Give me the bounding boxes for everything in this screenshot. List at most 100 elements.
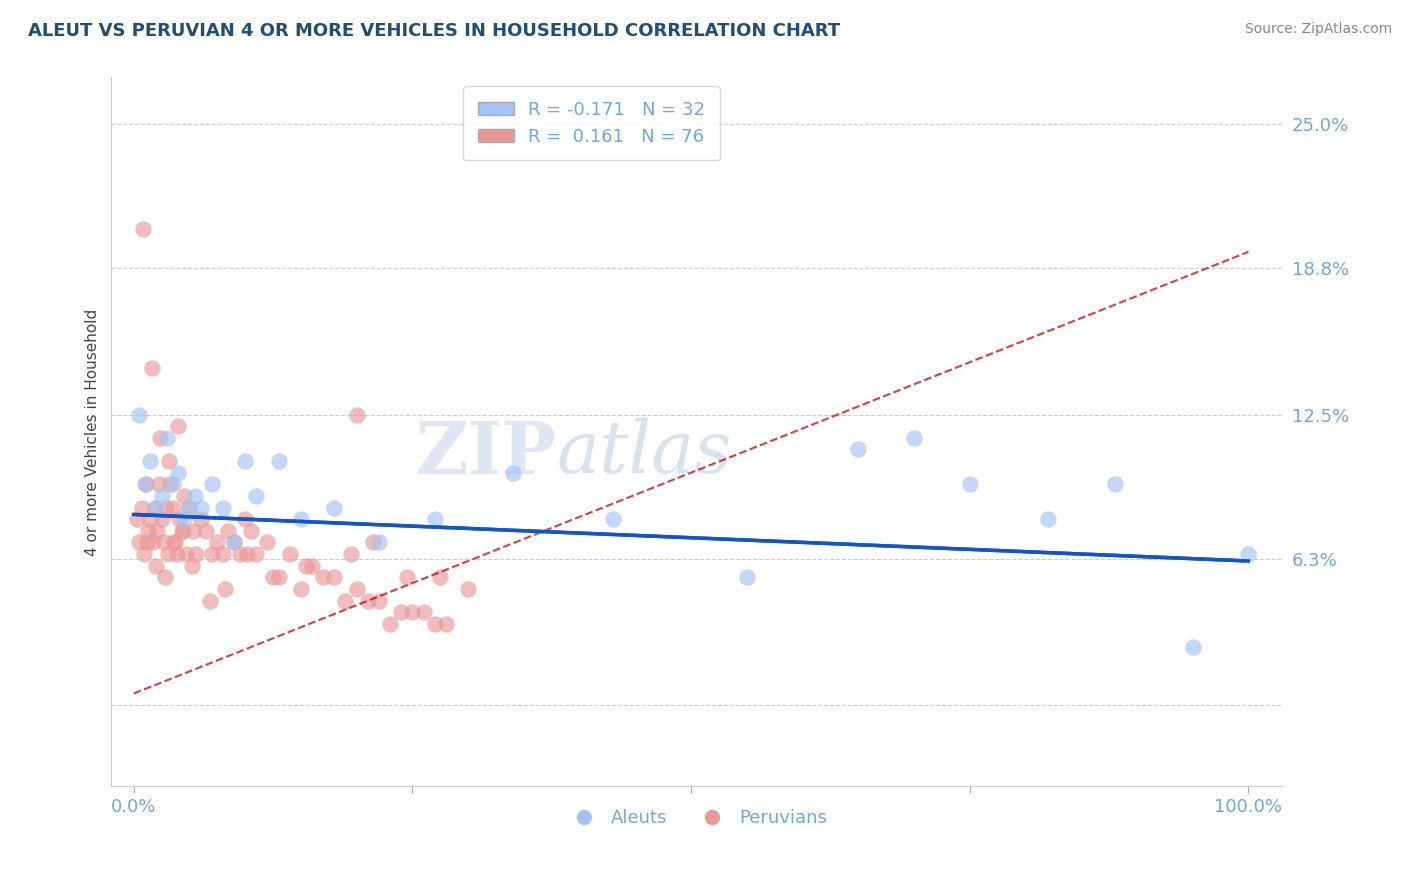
Point xyxy=(222,535,245,549)
Point xyxy=(423,512,446,526)
Point xyxy=(184,489,207,503)
Point xyxy=(145,500,167,515)
Point xyxy=(735,570,758,584)
Text: atlas: atlas xyxy=(557,418,731,489)
Point xyxy=(135,477,157,491)
Point xyxy=(143,500,166,515)
Point xyxy=(139,512,162,526)
Point xyxy=(423,616,446,631)
Point xyxy=(207,535,229,549)
Point xyxy=(346,408,368,422)
Point xyxy=(346,582,368,596)
Point xyxy=(212,500,235,515)
Point xyxy=(162,500,184,515)
Point xyxy=(222,535,245,549)
Point xyxy=(157,454,180,468)
Point xyxy=(174,547,197,561)
Point xyxy=(1104,477,1126,491)
Point xyxy=(395,570,418,584)
Point xyxy=(278,547,301,561)
Point xyxy=(245,547,267,561)
Point xyxy=(180,558,202,573)
Point xyxy=(141,361,163,376)
Text: Source: ZipAtlas.com: Source: ZipAtlas.com xyxy=(1244,22,1392,37)
Point xyxy=(335,593,357,607)
Point xyxy=(184,547,207,561)
Point xyxy=(136,535,159,549)
Point xyxy=(256,535,278,549)
Point xyxy=(363,535,385,549)
Point xyxy=(150,489,173,503)
Point xyxy=(179,500,201,515)
Point xyxy=(167,419,190,434)
Point xyxy=(134,477,156,491)
Point xyxy=(457,582,479,596)
Point xyxy=(401,605,423,619)
Point xyxy=(236,547,259,561)
Point xyxy=(357,593,380,607)
Point xyxy=(136,524,159,538)
Point xyxy=(378,616,401,631)
Point xyxy=(131,500,153,515)
Point xyxy=(846,442,869,457)
Point xyxy=(368,593,391,607)
Point xyxy=(181,524,204,538)
Point xyxy=(162,477,184,491)
Text: ZIP: ZIP xyxy=(415,417,557,489)
Point xyxy=(295,558,318,573)
Point xyxy=(132,547,155,561)
Point xyxy=(434,616,457,631)
Point xyxy=(389,605,412,619)
Point xyxy=(959,477,981,491)
Point xyxy=(172,524,194,538)
Point xyxy=(163,535,186,549)
Point xyxy=(340,547,363,561)
Point xyxy=(173,512,195,526)
Point xyxy=(903,431,925,445)
Point xyxy=(128,535,150,549)
Point xyxy=(267,570,290,584)
Point xyxy=(169,512,191,526)
Point xyxy=(156,431,179,445)
Point xyxy=(128,408,150,422)
Point xyxy=(502,466,524,480)
Point xyxy=(233,454,256,468)
Point xyxy=(150,512,173,526)
Point xyxy=(1181,640,1204,654)
Point xyxy=(262,570,284,584)
Point xyxy=(217,524,239,538)
Point xyxy=(301,558,323,573)
Point xyxy=(153,535,176,549)
Point xyxy=(312,570,335,584)
Point xyxy=(146,524,169,538)
Point xyxy=(201,547,224,561)
Point xyxy=(167,466,190,480)
Point xyxy=(166,547,188,561)
Point xyxy=(157,547,180,561)
Point xyxy=(290,582,312,596)
Point xyxy=(201,477,224,491)
Point xyxy=(323,500,346,515)
Point xyxy=(214,582,236,596)
Y-axis label: 4 or more Vehicles in Household: 4 or more Vehicles in Household xyxy=(86,309,100,556)
Point xyxy=(412,605,434,619)
Point xyxy=(1237,547,1260,561)
Point xyxy=(173,489,195,503)
Point xyxy=(153,570,176,584)
Point xyxy=(368,535,391,549)
Point xyxy=(212,547,235,561)
Text: ALEUT VS PERUVIAN 4 OR MORE VEHICLES IN HOUSEHOLD CORRELATION CHART: ALEUT VS PERUVIAN 4 OR MORE VEHICLES IN … xyxy=(28,22,841,40)
Point xyxy=(239,524,262,538)
Point xyxy=(267,454,290,468)
Legend: Aleuts, Peruvians: Aleuts, Peruvians xyxy=(558,802,835,834)
Point xyxy=(148,477,170,491)
Point xyxy=(149,431,172,445)
Point xyxy=(163,535,186,549)
Point xyxy=(155,500,177,515)
Point xyxy=(131,221,153,235)
Point xyxy=(245,489,267,503)
Point xyxy=(198,593,221,607)
Point xyxy=(429,570,451,584)
Point xyxy=(233,512,256,526)
Point xyxy=(228,547,250,561)
